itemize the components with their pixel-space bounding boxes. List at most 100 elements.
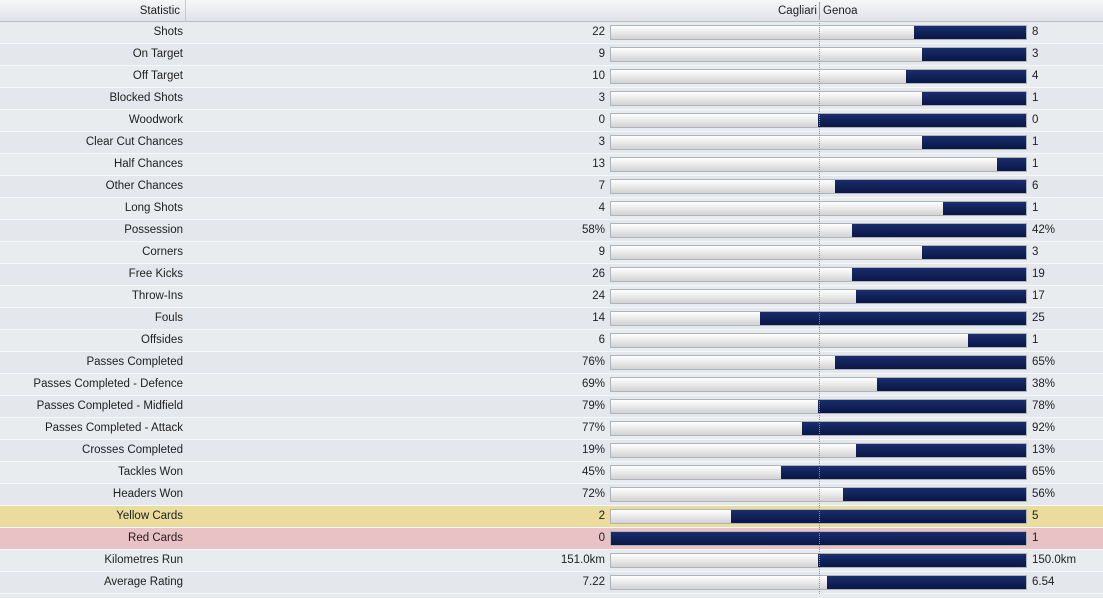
table-row[interactable]: Fouls 14 25 bbox=[0, 308, 1103, 330]
table-row[interactable]: Possession 58% 42% bbox=[0, 220, 1103, 242]
away-share-fill bbox=[852, 268, 1026, 281]
home-value: 0 bbox=[598, 114, 605, 126]
home-value: 24 bbox=[592, 290, 605, 302]
table-row[interactable]: Other Chances 7 6 bbox=[0, 176, 1103, 198]
away-share-fill bbox=[731, 510, 1026, 523]
away-value: 4 bbox=[1032, 70, 1039, 82]
home-value: 45% bbox=[581, 466, 605, 478]
midpoint-line bbox=[819, 221, 820, 242]
home-value: 4 bbox=[598, 202, 605, 214]
away-share-fill bbox=[818, 114, 1026, 127]
table-row[interactable]: Kilometres Run 151.0km 150.0km bbox=[0, 550, 1103, 572]
table-row[interactable]: Clear Cut Chances 3 1 bbox=[0, 132, 1103, 154]
table-row[interactable]: Offsides 6 1 bbox=[0, 330, 1103, 352]
table-row[interactable]: Crosses Completed 19% 13% bbox=[0, 440, 1103, 462]
table-row[interactable]: Shots 22 8 bbox=[0, 22, 1103, 44]
midpoint-line bbox=[819, 177, 820, 198]
stat-label: Half Chances bbox=[113, 158, 183, 170]
comparison-bar bbox=[610, 441, 1027, 462]
table-row[interactable]: Passes Completed - Midfield 79% 78% bbox=[0, 396, 1103, 418]
away-value: 42% bbox=[1032, 224, 1056, 236]
home-value: 3 bbox=[598, 136, 605, 148]
comparison-bar bbox=[610, 265, 1027, 286]
midpoint-line bbox=[819, 353, 820, 374]
column-header-statistic[interactable]: Statistic bbox=[0, 0, 186, 22]
stat-label: Passes Completed - Attack bbox=[44, 422, 183, 434]
stat-label: Free Kicks bbox=[128, 268, 183, 280]
away-value: 6.54 bbox=[1032, 576, 1055, 588]
away-share-fill bbox=[760, 312, 1026, 325]
home-value: 19% bbox=[581, 444, 605, 456]
comparison-bar bbox=[610, 529, 1027, 550]
stat-label: Headers Won bbox=[112, 488, 183, 500]
home-value: 10 bbox=[592, 70, 605, 82]
table-row[interactable]: Woodwork 0 0 bbox=[0, 110, 1103, 132]
away-share-fill bbox=[856, 290, 1026, 303]
home-value: 22 bbox=[592, 26, 605, 38]
table-row[interactable]: Red Cards 0 1 bbox=[0, 528, 1103, 550]
table-row[interactable]: Passes Completed 76% 65% bbox=[0, 352, 1103, 374]
table-row[interactable]: Long Shots 4 1 bbox=[0, 198, 1103, 220]
comparison-bar bbox=[610, 309, 1027, 330]
column-header-away-team[interactable]: Genoa bbox=[823, 5, 858, 17]
home-value: 2 bbox=[598, 510, 605, 522]
away-share-fill bbox=[943, 202, 1026, 215]
table-row[interactable]: Blocked Shots 3 1 bbox=[0, 88, 1103, 110]
midpoint-line bbox=[819, 485, 820, 506]
home-value: 77% bbox=[581, 422, 605, 434]
midpoint-line bbox=[819, 67, 820, 88]
stats-table: Shots 22 8 On Target 9 3 Off Target 10 4 Blocked … bbox=[0, 22, 1103, 594]
away-value: 19 bbox=[1032, 268, 1045, 280]
table-row[interactable]: Tackles Won 45% 65% bbox=[0, 462, 1103, 484]
away-share-fill bbox=[835, 180, 1026, 193]
home-value: 69% bbox=[581, 378, 605, 390]
table-row[interactable]: Free Kicks 26 19 bbox=[0, 264, 1103, 286]
table-row[interactable]: Corners 9 3 bbox=[0, 242, 1103, 264]
comparison-bar bbox=[610, 199, 1027, 220]
table-row[interactable]: Yellow Cards 2 5 bbox=[0, 506, 1103, 528]
stat-label: Clear Cut Chances bbox=[85, 136, 183, 148]
comparison-bar bbox=[610, 133, 1027, 154]
midpoint-line bbox=[819, 89, 820, 110]
away-value: 25 bbox=[1032, 312, 1045, 324]
midpoint-line bbox=[819, 375, 820, 396]
away-value: 1 bbox=[1032, 532, 1039, 544]
column-header-home-team[interactable]: Cagliari bbox=[778, 5, 817, 17]
comparison-bar bbox=[610, 221, 1027, 242]
away-share-fill bbox=[877, 378, 1026, 391]
away-value: 56% bbox=[1032, 488, 1056, 500]
away-value: 150.0km bbox=[1032, 554, 1077, 566]
comparison-bar bbox=[610, 155, 1027, 176]
table-row[interactable]: Passes Completed - Attack 77% 92% bbox=[0, 418, 1103, 440]
home-value: 13 bbox=[592, 158, 605, 170]
table-row[interactable]: Throw-Ins 24 17 bbox=[0, 286, 1103, 308]
table-row[interactable]: Headers Won 72% 56% bbox=[0, 484, 1103, 506]
stat-label: Passes Completed bbox=[86, 356, 183, 368]
stat-label: Throw-Ins bbox=[131, 290, 183, 302]
midpoint-line bbox=[819, 507, 820, 528]
comparison-bar bbox=[610, 111, 1027, 132]
table-row[interactable]: Passes Completed - Defence 69% 38% bbox=[0, 374, 1103, 396]
comparison-bar bbox=[610, 551, 1027, 572]
away-share-fill bbox=[856, 444, 1026, 457]
midpoint-line bbox=[819, 463, 820, 484]
away-share-fill bbox=[852, 224, 1026, 237]
stat-label: Other Chances bbox=[105, 180, 183, 192]
table-row[interactable]: On Target 9 3 bbox=[0, 44, 1103, 66]
stat-label: Passes Completed - Midfield bbox=[36, 400, 183, 412]
away-share-fill bbox=[922, 246, 1026, 259]
away-share-fill bbox=[843, 488, 1026, 501]
home-value: 72% bbox=[581, 488, 605, 500]
stat-label: Fouls bbox=[154, 312, 183, 324]
away-value: 65% bbox=[1032, 466, 1056, 478]
comparison-bar bbox=[610, 375, 1027, 396]
midpoint-line bbox=[819, 155, 820, 176]
table-row[interactable]: Off Target 10 4 bbox=[0, 66, 1103, 88]
comparison-bar bbox=[610, 419, 1027, 440]
table-row[interactable]: Average Rating 7.22 6.54 bbox=[0, 572, 1103, 594]
away-share-fill bbox=[827, 576, 1026, 589]
midpoint-line bbox=[819, 529, 820, 550]
home-value: 14 bbox=[592, 312, 605, 324]
comparison-bar bbox=[610, 45, 1027, 66]
table-row[interactable]: Half Chances 13 1 bbox=[0, 154, 1103, 176]
